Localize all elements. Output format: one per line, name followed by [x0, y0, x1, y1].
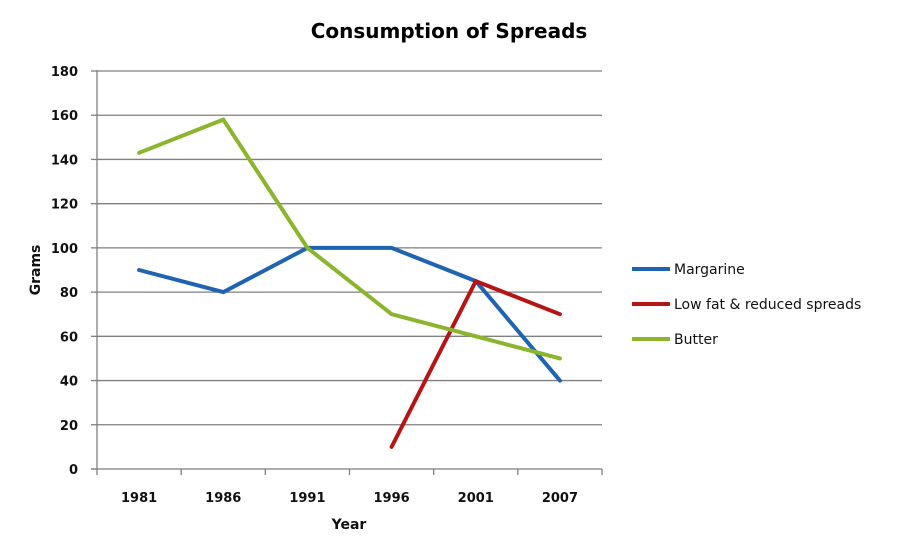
x-tick-label: 1996	[373, 491, 409, 506]
chart-title: Consumption of Spreads	[311, 19, 588, 43]
legend-item-low-fat-reduced-spreads: Low fat & reduced spreads	[632, 297, 861, 313]
y-tick-label: 0	[69, 463, 78, 478]
series-lines	[137, 117, 562, 449]
y-tick-label: 40	[60, 375, 78, 390]
y-tick-label: 140	[51, 153, 78, 168]
x-tick-label: 1991	[289, 491, 325, 506]
x-axis-label: Year	[331, 517, 367, 533]
y-tick-label: 120	[51, 198, 78, 213]
legend: Margarine Low fat & reduced spreads Butter	[632, 262, 861, 348]
legend-label: Butter	[674, 332, 718, 348]
series-line-margarine	[137, 245, 562, 383]
y-tick-label: 60	[60, 330, 78, 345]
x-tick-label: 2007	[542, 491, 578, 506]
legend-item-butter: Butter	[632, 332, 718, 348]
y-tick-label: 180	[51, 65, 78, 80]
y-tick-label: 20	[60, 419, 78, 434]
series-line-butter	[137, 117, 562, 361]
y-axis-ticks: 0 20 40 60 80 100 120 140 160 180	[51, 65, 97, 478]
legend-item-margarine: Margarine	[632, 262, 745, 278]
x-axis-ticks: 1981 1986 1991 1996 2001 2007	[121, 469, 603, 506]
y-tick-label: 160	[51, 109, 78, 124]
x-tick-label: 1981	[121, 491, 157, 506]
series-line-low-fat-reduced-spreads	[389, 278, 562, 449]
legend-label: Margarine	[674, 262, 745, 278]
axes	[91, 70, 602, 475]
y-tick-label: 80	[60, 286, 78, 301]
y-axis-label: Grams	[28, 245, 44, 296]
x-tick-label: 2001	[458, 491, 494, 506]
x-tick-label: 1986	[205, 491, 241, 506]
y-tick-label: 100	[51, 242, 78, 257]
legend-label: Low fat & reduced spreads	[674, 297, 861, 313]
